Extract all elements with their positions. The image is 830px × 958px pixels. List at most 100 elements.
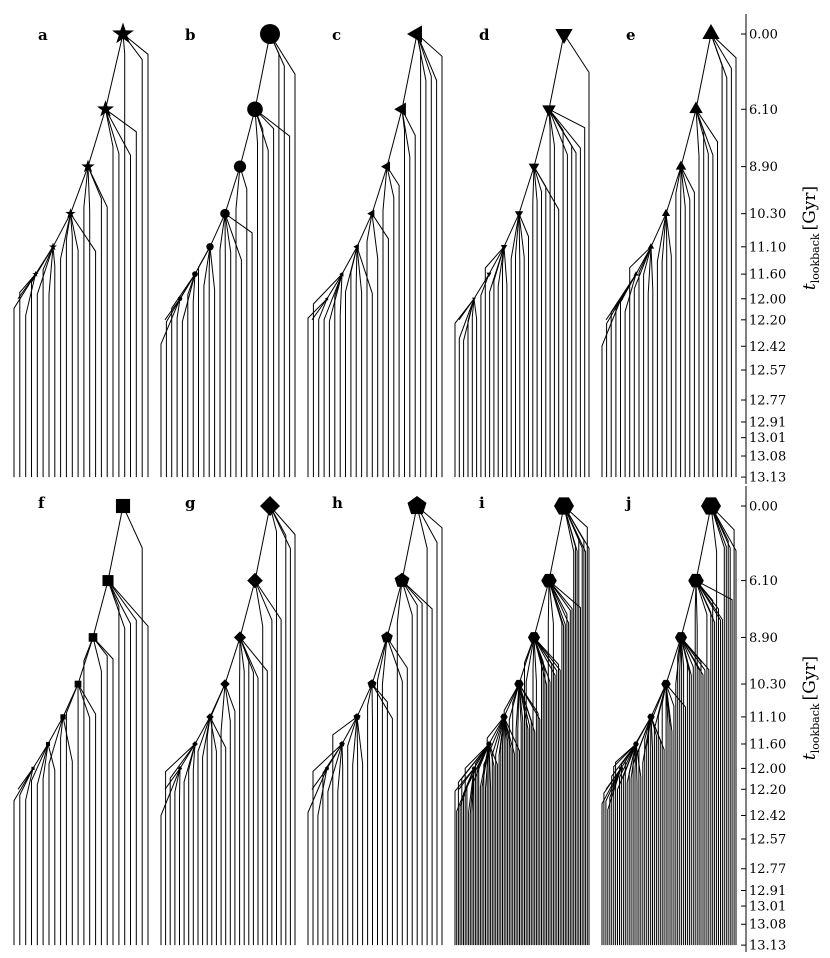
tree-branch <box>680 637 694 946</box>
tree-branch <box>107 505 124 581</box>
tree-branch <box>181 273 196 478</box>
tree-branch <box>533 637 556 946</box>
tree-branch <box>518 683 531 946</box>
tree-branch <box>83 637 94 946</box>
tree-branch <box>307 298 328 478</box>
tree-branch <box>401 580 433 946</box>
tree-branch <box>484 246 505 478</box>
tree-branch <box>533 637 551 946</box>
tree-branch <box>19 768 34 946</box>
tree-branch <box>710 33 732 478</box>
tree-node-marker <box>554 497 574 515</box>
tree-branch <box>502 716 505 946</box>
tree-branch <box>469 768 475 946</box>
panel-d: d <box>454 26 590 478</box>
panel-label-g: g <box>185 494 196 512</box>
tree-branch <box>461 743 490 946</box>
tree-node-marker <box>618 766 624 771</box>
tree-branch <box>356 683 373 718</box>
tree-branch <box>269 33 296 478</box>
y-axis-bottom: 0.00 6.10 8.90 10.30 11.10 11.60 12.00 12.20 12.… <box>741 486 822 954</box>
tree-branch <box>239 637 268 946</box>
tree-branch <box>503 716 512 946</box>
tree-branch <box>548 505 565 581</box>
tree-branch <box>416 33 422 478</box>
tree-branch <box>548 580 568 946</box>
tree-branch <box>489 246 505 478</box>
tree-branch <box>533 637 548 946</box>
tree-branch <box>401 109 411 478</box>
y-tick-label: 13.08 <box>749 918 786 933</box>
tree-branch <box>386 637 408 946</box>
tree-branch <box>635 743 638 946</box>
tree-branch <box>548 109 573 478</box>
tree-branch <box>622 743 637 946</box>
tree-branch <box>695 580 719 946</box>
tree-branch <box>224 166 241 214</box>
panel-label-c: c <box>332 26 341 44</box>
tree-branch <box>548 580 571 946</box>
tree-node-marker <box>394 572 410 587</box>
tree-branch <box>92 637 108 946</box>
tree-node-marker <box>247 101 263 118</box>
tree-branch <box>52 246 56 478</box>
tree-branch <box>488 716 505 745</box>
tree-branch <box>42 743 49 946</box>
tree-branch <box>87 166 102 478</box>
tree-branch <box>77 683 97 946</box>
tree-branch <box>202 716 211 946</box>
tree-branch <box>533 637 558 946</box>
tree-branch <box>347 716 358 946</box>
tree-node-marker <box>555 29 573 44</box>
tree-branch <box>339 274 343 478</box>
tree-branch <box>548 580 554 946</box>
tree-branch <box>563 505 587 946</box>
tree-branch <box>695 580 698 946</box>
tree-branch <box>377 637 388 946</box>
tree-node-marker <box>542 105 556 118</box>
tree-branch <box>107 580 137 946</box>
tree-node-marker <box>48 242 58 251</box>
tree-branch <box>371 213 389 478</box>
tree-branch <box>52 213 71 248</box>
tree-branch <box>497 246 505 478</box>
tree-branch <box>601 768 622 946</box>
tree-branch <box>337 743 343 946</box>
y-tick-label: 12.77 <box>749 862 786 877</box>
tree-branch <box>518 683 524 946</box>
tree-branch <box>317 768 328 946</box>
tree-branch <box>371 683 393 946</box>
tree-branch <box>367 683 373 946</box>
tree-branch <box>328 273 343 478</box>
tree-branch <box>160 768 181 946</box>
tree-branch <box>70 213 79 478</box>
tree-node-marker <box>674 632 688 643</box>
panel-label-e: e <box>626 26 636 44</box>
tree-branch <box>488 246 505 275</box>
tree-branch <box>356 246 373 478</box>
tree-branch <box>356 716 364 946</box>
tree-branch <box>515 213 520 478</box>
tree-branch <box>254 108 275 478</box>
tree-branch <box>165 743 196 946</box>
tree-branch <box>107 580 120 946</box>
tree-branch <box>633 246 652 478</box>
tree-branch <box>25 768 34 946</box>
tree-branch <box>164 298 181 321</box>
tree-branch <box>211 683 226 946</box>
tree-node-marker <box>527 632 541 643</box>
panel-label-f: f <box>38 494 46 512</box>
tree-branch <box>648 683 667 946</box>
y-axis-top: 0.00 6.10 8.90 10.30 11.10 11.60 12.00 12.20 12.… <box>741 14 822 486</box>
tree-branch <box>675 166 682 478</box>
tree-branch <box>503 683 520 946</box>
tree-branch <box>60 716 64 946</box>
tree-branch <box>695 580 708 946</box>
tree-branch <box>695 505 712 581</box>
tree-branch <box>209 716 217 946</box>
tree-node-marker <box>339 741 345 747</box>
tree-branch <box>70 213 73 478</box>
tree-node-marker <box>324 296 329 301</box>
tree-branch <box>209 246 216 478</box>
tree-branch <box>239 637 254 946</box>
